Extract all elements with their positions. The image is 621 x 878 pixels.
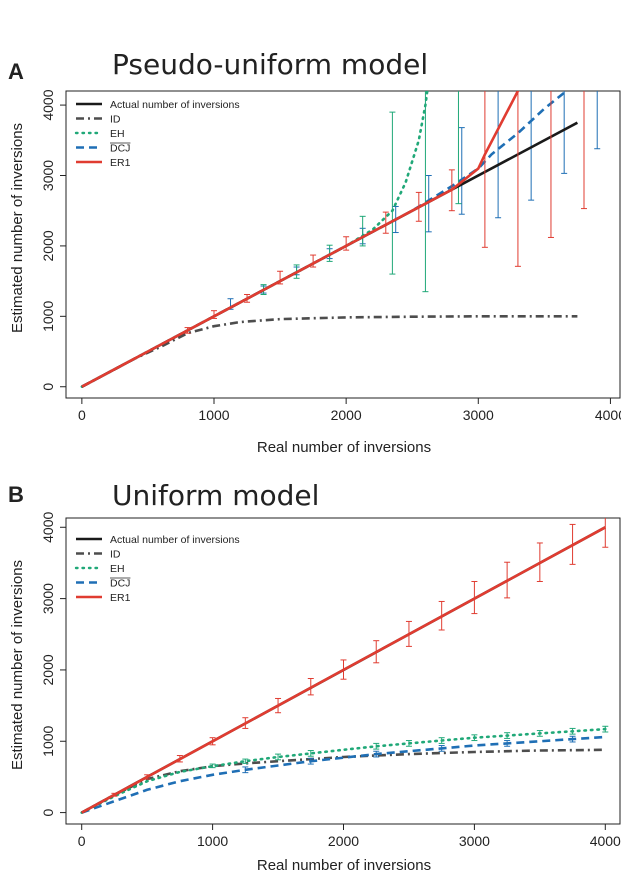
panel-a-x-tick-label: 1000 bbox=[198, 407, 229, 423]
panel-a-legend-label-actual: Actual number of inversions bbox=[110, 99, 240, 111]
panel-a-y-tick-label: 3000 bbox=[40, 160, 56, 191]
panel-a-title: Pseudo-uniform model bbox=[112, 48, 428, 81]
panel-a-series-id-line bbox=[82, 316, 578, 386]
panel-b-series-id-line bbox=[82, 750, 606, 813]
panel-a-y-tick-label: 2000 bbox=[40, 230, 56, 261]
panel-a-series-dcj-line bbox=[82, 66, 597, 386]
panel-b-xlabel: Real number of inversions bbox=[257, 857, 431, 874]
panel-b-series-er1-line bbox=[82, 527, 606, 812]
panel-a-legend-label-er1: ER1 bbox=[110, 157, 131, 169]
panel-b-x-tick-label: 2000 bbox=[328, 833, 359, 849]
panel-b-y-tick-label: 0 bbox=[40, 808, 56, 816]
panel-b-series-area bbox=[82, 505, 609, 812]
panel-b-x-tick-label: 0 bbox=[78, 833, 86, 849]
panel-b-plot: 0 1000 2000 3000 4000 0 1000 2000 3000 4000 Actual… bbox=[40, 505, 621, 849]
panel-b-legend-label-er1: ER1 bbox=[110, 592, 131, 604]
panel-a-x-tick-label: 4000 bbox=[595, 407, 621, 423]
panel-b-y-tick-label: 3000 bbox=[40, 583, 56, 614]
panel-a-y-tick-label: 4000 bbox=[40, 89, 56, 120]
panel-b-legend-label-eh: EH bbox=[110, 563, 125, 575]
panel-a-x-tick-label: 3000 bbox=[463, 407, 494, 423]
panel-b-legend-label-actual: Actual number of inversions bbox=[110, 534, 240, 546]
panel-b-letter: B bbox=[8, 482, 24, 507]
panel-b-ylabel: Estimated number of inversions bbox=[9, 560, 26, 770]
panel-a-letter: A bbox=[8, 59, 24, 84]
panel-b-y-tick-label: 4000 bbox=[40, 511, 56, 542]
panel-a-legend-label-eh: EH bbox=[110, 128, 125, 140]
panel-b-y-tick-label: 1000 bbox=[40, 725, 56, 756]
panel-a-ylabel: Estimated number of inversions bbox=[9, 123, 26, 333]
panel-a-legend-label-dcj: DCJ bbox=[110, 143, 130, 155]
panel-b-title: Uniform model bbox=[112, 479, 319, 512]
panel-b-x-tick-label: 3000 bbox=[459, 833, 490, 849]
panel-b-series-dcj-line bbox=[82, 737, 606, 813]
panel-b-legend-label-dcj: DCJ bbox=[110, 578, 130, 590]
panel-a-y-tick-label: 0 bbox=[40, 383, 56, 391]
panel-a-x-tick-label: 0 bbox=[78, 407, 86, 423]
panel-b-x-tick-label: 1000 bbox=[197, 833, 228, 849]
panel-b-y-tick-label: 2000 bbox=[40, 654, 56, 685]
panel-b-legend-label-id: ID bbox=[110, 549, 121, 561]
panel-b-x-tick-label: 4000 bbox=[590, 833, 621, 849]
panel-a-y-tick-label: 1000 bbox=[40, 301, 56, 332]
panel-a-x-tick-label: 2000 bbox=[331, 407, 362, 423]
panel-a-xlabel: Real number of inversions bbox=[257, 439, 431, 456]
panel-a-legend-label-id: ID bbox=[110, 114, 121, 126]
